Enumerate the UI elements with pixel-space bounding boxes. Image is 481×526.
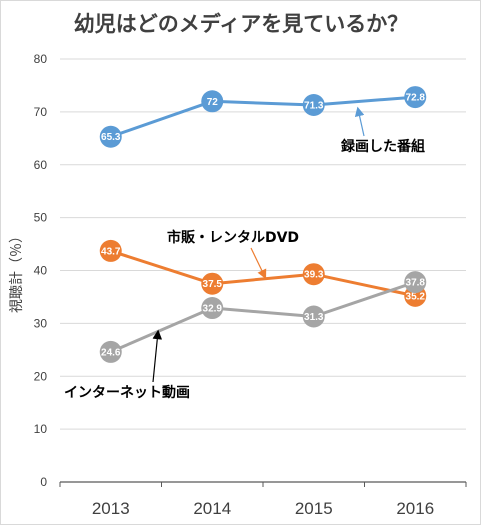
y-tick-label: 70 bbox=[34, 105, 48, 119]
annotation-arrow-recorded bbox=[354, 106, 365, 137]
data-label: 72 bbox=[207, 97, 219, 108]
annotation-arrow-dvd bbox=[250, 247, 267, 280]
annotation-internet: インターネット動画 bbox=[64, 384, 190, 401]
data-point bbox=[302, 94, 325, 117]
data-label: 43.7 bbox=[101, 246, 121, 257]
data-label: 72.8 bbox=[406, 93, 426, 104]
data-point bbox=[99, 239, 122, 262]
series-line-0 bbox=[110, 95, 416, 139]
data-point bbox=[302, 305, 325, 328]
x-tick-label-2015: 2015 bbox=[295, 499, 333, 518]
data-label: 39.3 bbox=[304, 270, 324, 281]
data-point bbox=[99, 340, 122, 363]
y-tick-label: 20 bbox=[34, 369, 48, 383]
y-tick-label: 80 bbox=[34, 52, 48, 66]
x-tick-label-2016: 2016 bbox=[396, 499, 434, 518]
x-tick-label-2013: 2013 bbox=[92, 499, 130, 518]
series-line-2 bbox=[110, 280, 416, 354]
data-label: 35.2 bbox=[406, 291, 426, 302]
y-tick-label: 60 bbox=[34, 158, 48, 172]
data-point bbox=[99, 125, 122, 148]
annotation-dvd: 市販・レンタルDVD bbox=[167, 229, 299, 246]
gridlines bbox=[60, 58, 466, 483]
data-label: 65.3 bbox=[101, 132, 121, 143]
data-point bbox=[201, 297, 224, 320]
data-label: 37.5 bbox=[203, 279, 223, 290]
annotation-recorded: 録画した番組 bbox=[341, 138, 425, 155]
y-tick-label: 0 bbox=[40, 475, 47, 489]
data-point bbox=[201, 272, 224, 295]
y-axis-ticks: 0 10 20 30 40 50 60 70 80 bbox=[34, 52, 48, 489]
data-label: 24.6 bbox=[101, 347, 121, 358]
x-axis: 2013 2014 2015 2016 bbox=[59, 482, 467, 518]
data-point bbox=[404, 86, 427, 109]
y-tick-label: 40 bbox=[34, 264, 48, 278]
chart-title: 幼児はどのメディアを見ているか？ bbox=[74, 12, 409, 36]
data-label: 32.9 bbox=[203, 304, 223, 315]
y-tick-label: 50 bbox=[34, 211, 48, 225]
y-axis-label: 視聴計（％） bbox=[9, 229, 25, 313]
series-group: 65.3 72 71.3 72.8 43.7 37.5 39.3 35.2 24.6 32.9 31… bbox=[99, 86, 427, 363]
data-label: 71.3 bbox=[304, 101, 324, 112]
x-tick-label-2014: 2014 bbox=[193, 499, 231, 518]
data-point bbox=[302, 263, 325, 286]
data-label: 31.3 bbox=[304, 312, 324, 323]
data-point bbox=[404, 271, 427, 294]
data-label: 37.8 bbox=[406, 278, 426, 289]
data-point bbox=[201, 90, 224, 113]
y-tick-label: 10 bbox=[34, 422, 48, 436]
y-tick-label: 30 bbox=[34, 316, 48, 330]
annotation-arrow-internet bbox=[152, 329, 163, 383]
